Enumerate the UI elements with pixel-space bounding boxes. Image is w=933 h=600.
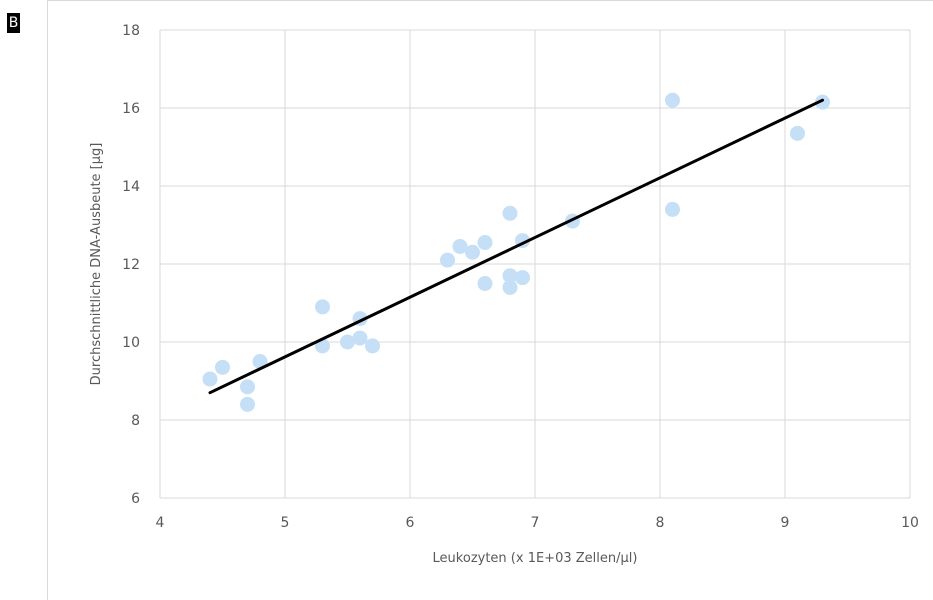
y-tick-label: 8 — [131, 413, 140, 429]
trendline — [208, 98, 824, 395]
x-tick-label: 6 — [406, 515, 415, 531]
data-point — [665, 92, 680, 108]
x-tick-label: 9 — [781, 515, 790, 531]
y-tick-label: 10 — [122, 335, 140, 351]
x-tick-label: 7 — [531, 515, 540, 531]
data-points — [202, 92, 830, 412]
data-point — [240, 379, 255, 395]
data-point — [502, 205, 518, 221]
data-point — [215, 359, 230, 375]
data-point — [502, 279, 518, 295]
chart-frame — [47, 0, 933, 600]
x-axis-title: Leukozyten (x 1E+03 Zellen/µl) — [433, 551, 638, 566]
data-point — [240, 396, 255, 412]
x-tick-labels: 4 5 6 7 8 9 10 — [156, 515, 919, 531]
data-point — [452, 238, 468, 254]
data-point — [340, 334, 355, 350]
data-point — [315, 299, 330, 315]
grid-lines — [159, 29, 911, 499]
x-tick-label: 4 — [156, 515, 165, 531]
data-point — [515, 270, 530, 286]
data-point — [252, 354, 268, 369]
data-point — [477, 276, 493, 291]
y-tick-label: 12 — [122, 257, 140, 273]
y-tick-label: 18 — [122, 23, 140, 39]
trendline-group — [208, 98, 824, 395]
data-point — [790, 125, 805, 141]
x-tick-label: 8 — [656, 515, 665, 531]
data-point — [815, 94, 830, 110]
panel-label: B — [7, 13, 20, 33]
y-tick-label: 6 — [131, 491, 140, 507]
data-point — [665, 201, 680, 217]
y-axis-title: Durchschnittliche DNA-Ausbeute [µg] — [89, 143, 104, 386]
data-point — [352, 330, 368, 346]
data-point — [202, 371, 218, 387]
data-point — [365, 338, 380, 354]
x-tick-label: 10 — [901, 515, 919, 531]
data-point — [440, 252, 455, 268]
data-point — [465, 244, 480, 260]
y-tick-label: 14 — [122, 179, 140, 195]
y-tick-labels: 6 8 10 12 14 16 18 — [122, 23, 140, 507]
y-tick-label: 16 — [122, 101, 140, 117]
data-point — [477, 235, 493, 251]
x-tick-label: 5 — [281, 515, 290, 531]
data-point — [502, 268, 518, 284]
